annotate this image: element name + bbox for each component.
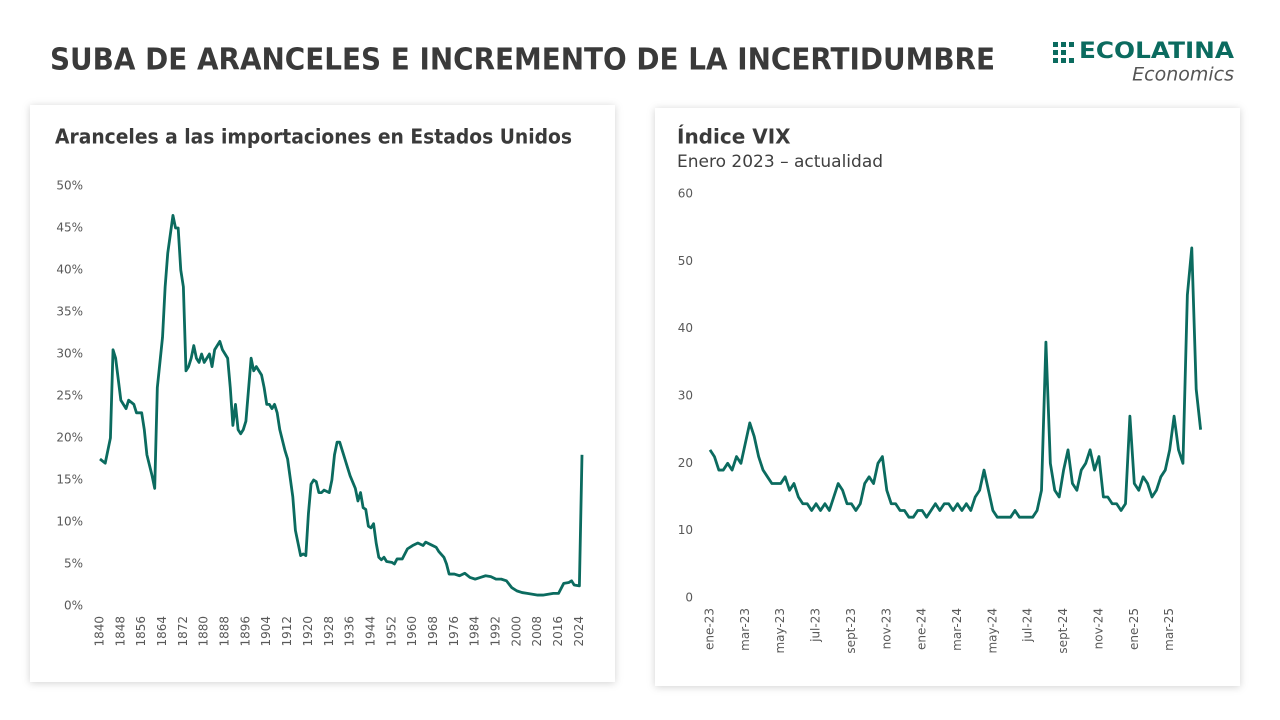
y-tick-label: 20%	[56, 431, 83, 445]
x-tick-label: 1880	[197, 616, 211, 647]
x-tick-label: 1856	[134, 616, 148, 647]
x-tick-label: ene-24	[915, 608, 929, 650]
chart-title: Índice VIX	[677, 125, 791, 149]
x-tick-label: 1912	[280, 616, 294, 647]
x-tick-label: 1848	[113, 616, 127, 647]
x-tick-label: may-24	[985, 608, 999, 654]
y-tick-label: 40	[678, 321, 693, 335]
x-tick-label: 1896	[238, 616, 252, 647]
x-tick-label: mar-25	[1162, 608, 1176, 651]
logo-icon	[1053, 42, 1074, 63]
x-tick-label: 1864	[155, 616, 169, 647]
y-tick-label: 20	[678, 456, 693, 470]
x-tick-label: ene-25	[1127, 608, 1141, 650]
x-tick-label: 1904	[259, 616, 273, 647]
y-tick-label: 10%	[56, 515, 83, 529]
x-tick-label: jul-24	[1021, 608, 1035, 643]
y-tick-label: 35%	[56, 305, 83, 319]
x-tick-label: 1960	[405, 616, 419, 647]
y-tick-label: 30	[678, 389, 693, 403]
y-tick-label: 45%	[56, 221, 83, 235]
y-tick-label: 10	[678, 523, 693, 537]
x-tick-label: sept-23	[844, 608, 858, 654]
x-tick-label: jul-23	[809, 608, 823, 643]
x-tick-label: 1952	[384, 616, 398, 647]
y-tick-label: 5%	[64, 557, 83, 571]
x-tick-label: sept-24	[1056, 608, 1070, 654]
x-tick-label: nov-23	[879, 608, 893, 649]
data-line	[99, 214, 584, 597]
x-tick-label: 1984	[468, 616, 482, 647]
x-tick-label: 1944	[363, 616, 377, 647]
y-tick-label: 50	[678, 254, 693, 268]
x-tick-label: may-23	[773, 608, 787, 654]
y-tick-label: 30%	[56, 347, 83, 361]
y-tick-label: 0%	[64, 599, 83, 613]
x-tick-label: ene-23	[703, 608, 717, 650]
y-tick-label: 40%	[56, 263, 83, 277]
x-tick-label: 1976	[447, 616, 461, 647]
x-tick-label: 1936	[343, 616, 357, 647]
x-tick-label: 2008	[530, 616, 544, 647]
x-tick-label: 1992	[489, 616, 503, 647]
y-tick-label: 50%	[56, 179, 83, 193]
chart-subtitle: Enero 2023 – actualidad	[677, 152, 883, 172]
data-line	[708, 246, 1203, 519]
x-tick-label: 1872	[176, 616, 190, 647]
x-tick-label: 1928	[322, 616, 336, 647]
card	[30, 105, 615, 682]
x-tick-label: 1920	[301, 616, 315, 647]
logo-name: ECOLATINA	[1079, 39, 1234, 64]
slide-title: SUBA DE ARANCELES E INCREMENTO DE LA INC…	[50, 43, 995, 78]
x-tick-label: 2024	[572, 616, 586, 647]
y-tick-label: 25%	[56, 389, 83, 403]
x-tick-label: 1968	[426, 616, 440, 647]
x-tick-label: 1840	[93, 616, 107, 647]
card	[655, 108, 1240, 686]
y-tick-label: 15%	[56, 473, 83, 487]
x-tick-label: nov-24	[1091, 608, 1105, 649]
y-tick-label: 0	[685, 591, 693, 605]
x-tick-label: mar-23	[738, 608, 752, 651]
x-tick-label: 1888	[218, 616, 232, 647]
y-tick-label: 60	[678, 187, 693, 201]
chart-title: Aranceles a las importaciones en Estados…	[55, 125, 572, 149]
x-tick-label: mar-24	[950, 608, 964, 651]
logo-tagline: Economics	[1132, 64, 1234, 86]
x-tick-label: 2016	[551, 616, 565, 647]
x-tick-label: 2000	[509, 616, 523, 647]
